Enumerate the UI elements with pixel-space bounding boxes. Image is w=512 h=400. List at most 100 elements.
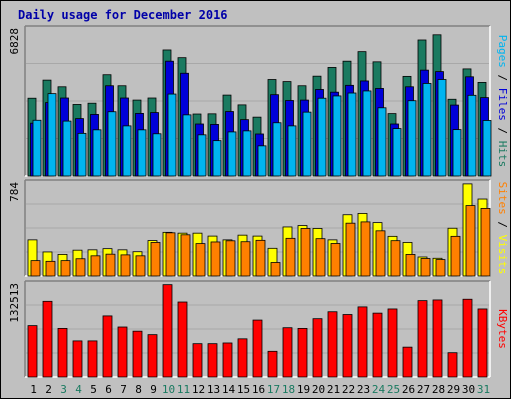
bar-2-kbytes-day-11: [177, 301, 188, 378]
bar-0-pages-day-18: [287, 125, 297, 177]
bar-2-kbytes-day-2: [42, 300, 53, 378]
bar-1-sites-day-5: [90, 255, 101, 277]
bar-1-sites-day-18: [285, 237, 296, 277]
x-tick-label-day-1: 1: [30, 383, 37, 396]
bar-0-pages-day-10: [167, 93, 177, 177]
bar-1-sites-day-1: [30, 260, 41, 277]
bar-2-kbytes-day-26: [402, 346, 413, 378]
x-tick-label-day-13: 13: [207, 383, 220, 396]
bar-2-kbytes-day-25: [387, 308, 398, 378]
x-tick-label-day-15: 15: [237, 383, 250, 396]
bar-2-kbytes-day-4: [72, 340, 83, 378]
series-label-1-part-2: Visits: [496, 235, 509, 275]
series-label-1: Sites / Visits: [496, 182, 509, 275]
x-tick-label-day-11: 11: [177, 383, 190, 396]
series-label-1-part-0: Sites: [496, 182, 509, 215]
bar-2-kbytes-day-10: [162, 284, 173, 378]
bar-0-pages-day-16: [257, 145, 267, 177]
x-tick-label-day-20: 20: [312, 383, 325, 396]
bar-2-kbytes-day-8: [132, 330, 143, 378]
bar-1-sites-day-28: [435, 259, 446, 277]
chart-bars: [27, 34, 492, 378]
bar-2-kbytes-day-9: [147, 334, 158, 378]
x-tick-label-day-9: 9: [150, 383, 157, 396]
bar-1-sites-day-25: [390, 240, 401, 277]
x-tick-label-day-27: 27: [417, 383, 430, 396]
bar-0-pages-day-17: [272, 122, 282, 177]
x-tick-label-day-10: 10: [162, 383, 175, 396]
series-label-2: KBytes: [496, 309, 509, 349]
bar-1-sites-day-15: [240, 241, 251, 277]
bar-1-sites-day-3: [60, 260, 71, 277]
bar-2-kbytes-day-12: [192, 343, 203, 378]
bar-2-kbytes-day-31: [477, 308, 488, 378]
y-max-label-1: 784: [8, 182, 21, 202]
bar-0-pages-day-14: [227, 131, 237, 177]
bar-1-sites-day-12: [195, 243, 206, 277]
x-tick-label-day-7: 7: [120, 383, 127, 396]
bar-0-pages-day-25: [392, 128, 402, 177]
bar-0-pages-day-2: [47, 93, 57, 177]
bar-1-sites-day-8: [135, 255, 146, 277]
x-tick-label-day-5: 5: [90, 383, 97, 396]
bar-0-pages-day-20: [317, 97, 327, 177]
bar-2-kbytes-day-20: [312, 318, 323, 378]
bar-0-pages-day-30: [467, 94, 477, 177]
bar-0-pages-day-15: [242, 130, 252, 177]
x-tick-label-day-25: 25: [387, 383, 400, 396]
bar-1-sites-day-29: [450, 235, 461, 277]
series-label-1-part-1: /: [496, 215, 509, 235]
bar-1-sites-day-16: [255, 239, 266, 277]
x-tick-label-day-12: 12: [192, 383, 205, 396]
x-tick-label-day-31: 31: [477, 383, 490, 396]
bar-0-pages-day-13: [212, 140, 222, 177]
bar-2-kbytes-day-22: [342, 314, 353, 378]
bar-2-kbytes-day-29: [447, 352, 458, 378]
bar-0-pages-day-22: [347, 92, 357, 177]
bar-1-sites-day-26: [405, 254, 416, 277]
bar-1-sites-day-24: [375, 230, 386, 277]
bar-2-kbytes-day-18: [282, 327, 293, 378]
x-tick-label-day-22: 22: [342, 383, 355, 396]
series-label-0-part-1: /: [496, 68, 509, 88]
x-tick-label-day-29: 29: [447, 383, 460, 396]
bar-1-sites-day-10: [165, 232, 176, 277]
x-tick-label-day-28: 28: [432, 383, 445, 396]
bar-0-pages-day-24: [377, 107, 387, 177]
bar-1-sites-day-31: [480, 208, 491, 277]
x-tick-label-day-26: 26: [402, 383, 415, 396]
y-max-label-2: 132513: [8, 283, 21, 323]
bar-2-kbytes-day-7: [117, 326, 128, 378]
bar-0-pages-day-3: [62, 120, 72, 177]
bar-2-kbytes-day-28: [432, 299, 443, 378]
x-tick-label-day-21: 21: [327, 383, 340, 396]
bar-2-kbytes-day-14: [222, 342, 233, 378]
bar-1-sites-day-22: [345, 222, 356, 277]
bar-2-kbytes-day-5: [87, 340, 98, 378]
bar-2-kbytes-day-19: [297, 327, 308, 378]
x-tick-label-day-23: 23: [357, 383, 370, 396]
bar-1-sites-day-2: [45, 260, 56, 277]
bar-1-sites-day-7: [120, 254, 131, 277]
bar-1-sites-day-23: [360, 221, 371, 277]
x-tick-label-day-14: 14: [222, 383, 236, 396]
x-tick-label-day-2: 2: [45, 383, 52, 396]
bar-2-kbytes-day-16: [252, 319, 263, 378]
x-tick-label-day-30: 30: [462, 383, 475, 396]
bar-2-kbytes-day-3: [57, 327, 68, 378]
bar-1-sites-day-17: [270, 262, 281, 277]
bar-0-pages-day-12: [197, 134, 207, 177]
series-label-2-part-0: KBytes: [496, 309, 509, 349]
bar-1-sites-day-27: [420, 258, 431, 277]
bar-1-sites-day-21: [330, 243, 341, 277]
bar-0-pages-day-23: [362, 90, 372, 177]
bar-0-pages-day-4: [77, 132, 87, 177]
y-max-labels: 6828 784 132513: [8, 28, 21, 323]
bar-1-sites-day-20: [315, 238, 326, 277]
bar-0-pages-day-21: [332, 95, 342, 177]
bar-2-kbytes-day-17: [267, 350, 278, 378]
bar-2-kbytes-day-21: [327, 311, 338, 378]
series-label-0-part-2: Files: [496, 88, 509, 121]
series-labels: Pages / Files / Hits Sites / Visits KBytes: [496, 35, 509, 349]
